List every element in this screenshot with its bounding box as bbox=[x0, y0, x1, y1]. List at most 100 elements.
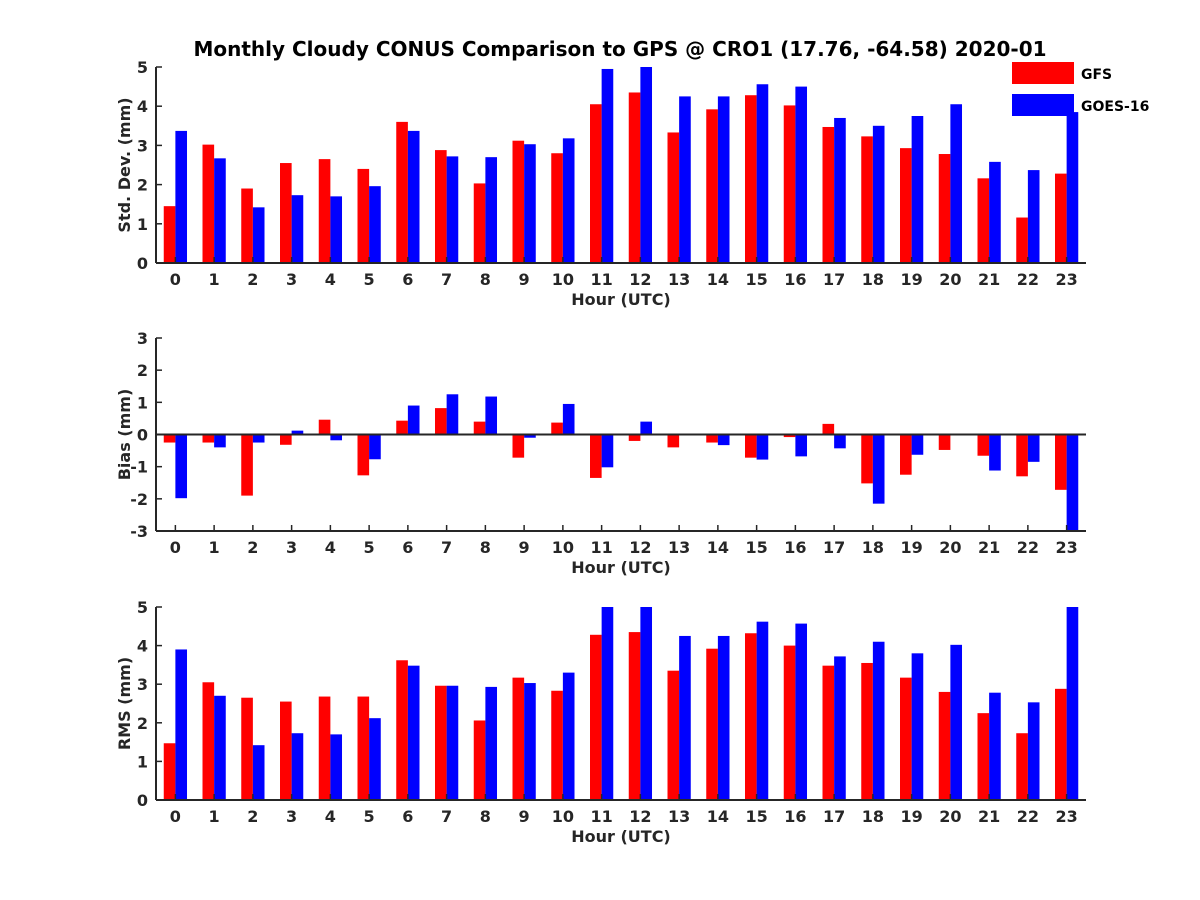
bar-gfs-hour-16 bbox=[783, 645, 796, 800]
x-tick-label: 11 bbox=[590, 538, 612, 557]
bar-goes16-hour-6 bbox=[407, 130, 420, 263]
y-tick-label: 2 bbox=[137, 361, 148, 380]
legend-label-gfs: GFS bbox=[1081, 67, 1112, 83]
bar-goes16-hour-10 bbox=[562, 138, 575, 263]
legend-swatch-gfs bbox=[1012, 62, 1074, 84]
x-tick-label: 0 bbox=[170, 807, 181, 826]
bar-goes16-hour-15 bbox=[756, 84, 769, 263]
bar-gfs-hour-11 bbox=[590, 434, 602, 478]
bar-gfs-hour-19 bbox=[900, 677, 912, 800]
bar-gfs-hour-7 bbox=[435, 408, 447, 435]
y-axis-label: Bias (mm) bbox=[115, 389, 134, 481]
bar-gfs-hour-1 bbox=[202, 144, 215, 263]
bar-goes16-hour-10 bbox=[562, 672, 575, 800]
x-axis-label: Hour (UTC) bbox=[571, 290, 671, 309]
x-tick-label: 17 bbox=[823, 270, 845, 289]
bar-goes16-hour-11 bbox=[601, 607, 614, 800]
bar-gfs-hour-15 bbox=[745, 434, 757, 458]
bar-goes16-hour-5 bbox=[369, 434, 381, 460]
bar-goes16-hour-18 bbox=[872, 641, 885, 800]
bar-gfs-hour-23 bbox=[1055, 434, 1067, 490]
x-tick-label: 16 bbox=[784, 538, 806, 557]
bar-gfs-hour-15 bbox=[745, 633, 757, 800]
bar-gfs-hour-10 bbox=[551, 422, 563, 435]
bar-goes16-hour-0 bbox=[175, 130, 188, 263]
bar-gfs-hour-4 bbox=[318, 696, 331, 800]
x-tick-label: 23 bbox=[1055, 538, 1077, 557]
bar-gfs-hour-17 bbox=[822, 126, 835, 263]
bar-goes16-hour-13 bbox=[679, 635, 691, 800]
x-tick-label: 5 bbox=[364, 270, 375, 289]
x-tick-label: 0 bbox=[170, 538, 181, 557]
x-tick-label: 2 bbox=[247, 807, 258, 826]
x-tick-label: 13 bbox=[668, 270, 690, 289]
x-tick-label: 11 bbox=[590, 270, 612, 289]
x-tick-label: 4 bbox=[325, 538, 336, 557]
bar-goes16-hour-22 bbox=[1027, 434, 1040, 462]
bar-goes16-hour-21 bbox=[989, 434, 1001, 471]
bar-goes16-hour-13 bbox=[679, 96, 691, 264]
x-tick-label: 15 bbox=[745, 538, 767, 557]
x-tick-label: 20 bbox=[939, 538, 961, 557]
bar-gfs-hour-8 bbox=[473, 421, 486, 435]
bar-gfs-hour-11 bbox=[590, 104, 602, 264]
x-tick-label: 16 bbox=[784, 807, 806, 826]
bar-goes16-hour-16 bbox=[795, 623, 808, 800]
bar-gfs-hour-4 bbox=[318, 419, 331, 435]
bar-goes16-hour-2 bbox=[252, 745, 265, 800]
bar-goes16-hour-11 bbox=[601, 68, 614, 264]
x-tick-label: 23 bbox=[1055, 270, 1077, 289]
bar-gfs-hour-4 bbox=[318, 159, 331, 263]
x-tick-label: 9 bbox=[519, 538, 530, 557]
bar-gfs-hour-9 bbox=[512, 140, 525, 263]
x-axis-label: Hour (UTC) bbox=[571, 558, 671, 577]
x-tick-label: 6 bbox=[402, 270, 413, 289]
x-tick-label: 4 bbox=[325, 270, 336, 289]
y-tick-label: -3 bbox=[130, 522, 148, 541]
bar-gfs-hour-0 bbox=[163, 743, 176, 800]
y-tick-label: 0 bbox=[137, 426, 148, 445]
y-tick-label: 3 bbox=[137, 136, 148, 155]
bar-goes16-hour-12 bbox=[640, 67, 653, 263]
bar-goes16-hour-7 bbox=[446, 685, 459, 800]
bar-gfs-hour-12 bbox=[628, 632, 641, 800]
y-tick-label: 1 bbox=[137, 215, 148, 234]
bar-gfs-hour-9 bbox=[512, 434, 525, 458]
bar-goes16-hour-3 bbox=[291, 195, 304, 263]
x-tick-label: 22 bbox=[1017, 270, 1039, 289]
bar-gfs-hour-17 bbox=[822, 423, 835, 435]
bar-gfs-hour-21 bbox=[977, 713, 990, 800]
bar-gfs-hour-14 bbox=[706, 648, 718, 800]
bar-goes16-hour-4 bbox=[330, 434, 343, 441]
bar-goes16-hour-6 bbox=[407, 665, 420, 800]
bar-goes16-hour-21 bbox=[989, 161, 1001, 263]
bar-gfs-hour-16 bbox=[783, 434, 796, 438]
bar-gfs-hour-23 bbox=[1055, 688, 1067, 800]
y-tick-label: -1 bbox=[130, 458, 148, 477]
x-tick-label: 8 bbox=[480, 807, 491, 826]
x-tick-label: 10 bbox=[552, 270, 574, 289]
bar-goes16-hour-9 bbox=[524, 683, 536, 800]
bar-goes16-hour-17 bbox=[834, 117, 846, 264]
y-tick-label: 5 bbox=[137, 58, 148, 77]
bar-gfs-hour-3 bbox=[280, 434, 292, 445]
bar-goes16-hour-12 bbox=[640, 421, 653, 435]
bar-gfs-hour-6 bbox=[396, 660, 408, 800]
y-tick-label: 5 bbox=[137, 598, 148, 617]
x-tick-label: 3 bbox=[286, 270, 297, 289]
y-tick-label: 3 bbox=[137, 329, 148, 348]
y-tick-label: 4 bbox=[137, 97, 148, 116]
x-tick-label: 15 bbox=[745, 807, 767, 826]
bar-goes16-hour-15 bbox=[756, 621, 769, 800]
x-tick-label: 6 bbox=[402, 807, 413, 826]
bar-gfs-hour-20 bbox=[938, 154, 951, 263]
bar-gfs-hour-2 bbox=[241, 188, 253, 263]
x-tick-label: 2 bbox=[247, 270, 258, 289]
x-tick-label: 19 bbox=[900, 538, 922, 557]
x-tick-label: 5 bbox=[364, 538, 375, 557]
bar-gfs-hour-6 bbox=[396, 121, 408, 263]
bar-gfs-hour-8 bbox=[473, 720, 486, 800]
bar-gfs-hour-14 bbox=[706, 434, 718, 443]
